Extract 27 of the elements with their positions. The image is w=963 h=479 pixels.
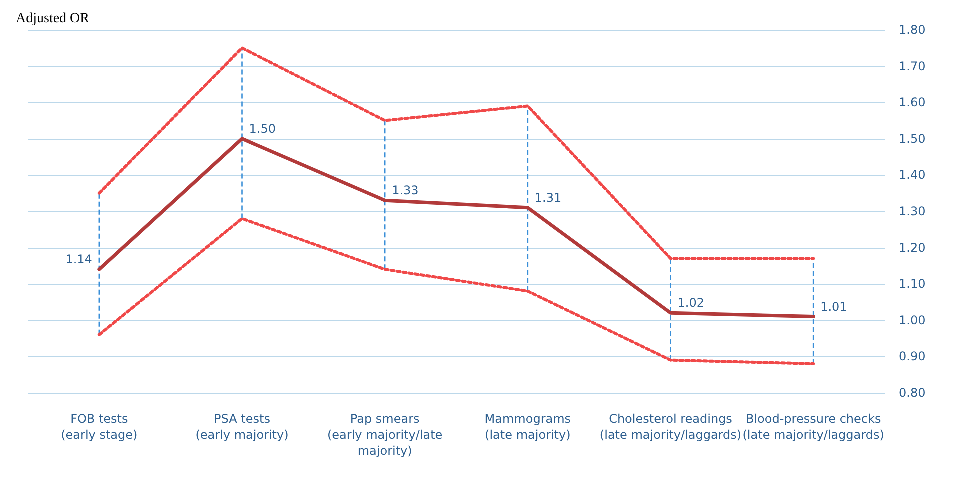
y-tick-label: 1.50 (899, 132, 926, 146)
y-tick-label: 1.80 (899, 23, 926, 37)
y-tick-label: 1.20 (899, 240, 926, 255)
x-tick-label: Mammograms (late majority) (484, 412, 572, 442)
data-label: 1.02 (678, 296, 704, 310)
data-label: 1.01 (820, 300, 848, 314)
y-tick-label: 1.70 (899, 59, 926, 74)
y-tick-label: 1.60 (899, 96, 926, 110)
y-tick-label: 1.30 (899, 204, 926, 218)
line-series (98, 217, 816, 366)
x-tick-label: Pap smears (early majority/late majority) (327, 412, 443, 458)
x-tick-label: FOB tests (early stage) (61, 412, 138, 442)
x-tick-label: Blood-pressure checks (late majority/laggards) (742, 412, 884, 442)
y-tick-label: 0.90 (899, 350, 926, 364)
y-tick-label: 1.10 (899, 277, 926, 292)
data-label: 1.14 (66, 252, 92, 267)
line-series (98, 137, 816, 319)
line-series (98, 46, 816, 260)
data-label: 1.50 (249, 122, 276, 136)
y-tick-label: 0.80 (899, 386, 926, 400)
y-tick-label: 1.40 (899, 168, 926, 182)
data-label: 1.31 (534, 190, 562, 205)
y-axis-title: Adjusted OR (16, 12, 90, 26)
y-tick-label: 1.00 (899, 313, 926, 328)
x-tick-label: PSA tests (early majority) (196, 412, 289, 442)
x-tick-label: Cholesterol readings (late majority/laggards) (600, 412, 742, 442)
data-label: 1.33 (392, 184, 419, 198)
